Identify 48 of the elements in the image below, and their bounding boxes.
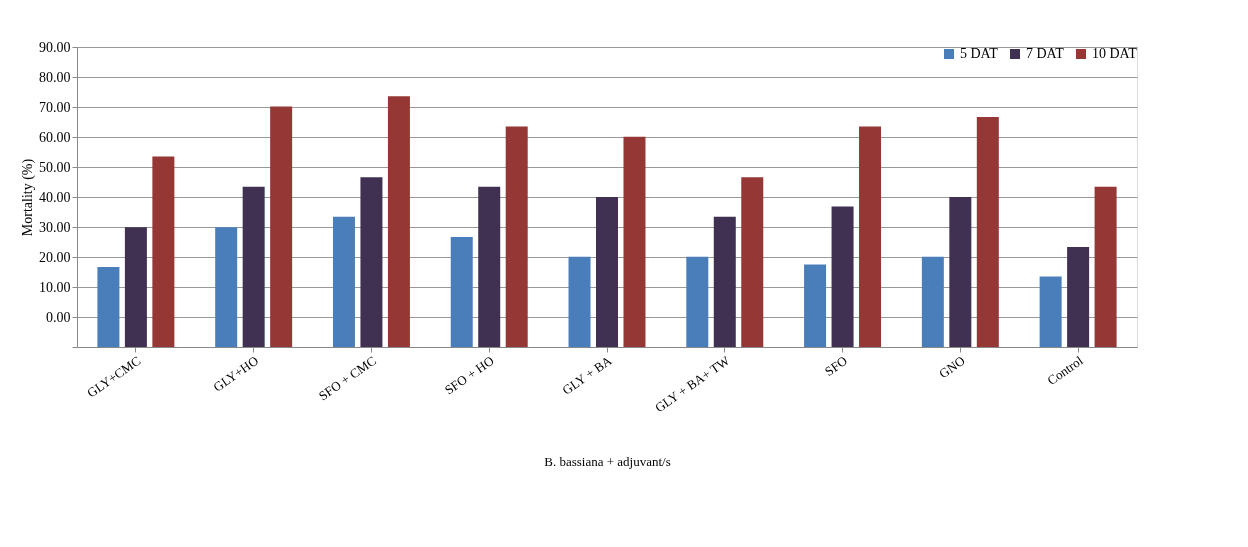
y-tick-label: 60.00 (39, 129, 71, 145)
y-tick-label: 80.00 (39, 69, 71, 85)
bar (332, 216, 355, 347)
bar (1094, 186, 1117, 347)
bar (1067, 247, 1090, 347)
bar (949, 197, 972, 347)
bar (596, 197, 618, 347)
bar (270, 106, 293, 347)
bar (387, 96, 410, 347)
x-axis-title: B. bassiana + adjuvant/s (544, 453, 671, 469)
y-axis-title: Mortality (%) (20, 158, 36, 237)
legend-label: 10 DAT (1092, 46, 1138, 61)
bar (360, 177, 383, 347)
bar (124, 227, 147, 347)
x-tick-label: GLY + BA (559, 352, 615, 398)
y-tick-label: 20.00 (39, 249, 71, 265)
bar (623, 136, 646, 347)
y-tick-label: 0.00 (46, 309, 71, 325)
y-tick-label: 50.00 (39, 159, 71, 175)
bar (1039, 276, 1062, 347)
bar (859, 126, 882, 347)
x-tick-label: SFO + CMC (315, 352, 379, 404)
y-tick-label: 30.00 (39, 219, 71, 235)
bar (97, 266, 120, 347)
bar (976, 116, 999, 347)
bar (804, 264, 827, 347)
bar (713, 216, 736, 347)
bar (152, 156, 175, 347)
bar (505, 126, 528, 347)
y-tick-label: 10.00 (39, 279, 71, 295)
x-tick-label: GNO (936, 352, 968, 382)
x-tick-label: SFO + HO (441, 352, 497, 398)
legend-label: 5 DAT (960, 46, 999, 61)
x-tick-label: GLY + BA+ TW (652, 352, 733, 416)
bar (921, 256, 944, 347)
bar (450, 236, 473, 347)
legend-label: 7 DAT (1026, 46, 1065, 61)
bar (741, 177, 764, 347)
y-tick-label: 70.00 (39, 99, 71, 115)
y-tick-label: 40.00 (39, 189, 71, 205)
bar (568, 256, 591, 347)
bar (478, 186, 501, 347)
bar (686, 256, 709, 347)
y-tick-label: 90.00 (39, 39, 71, 55)
bar (831, 206, 854, 347)
bar (242, 186, 265, 347)
x-tick-label: SFO (821, 352, 851, 379)
bar (215, 227, 238, 347)
